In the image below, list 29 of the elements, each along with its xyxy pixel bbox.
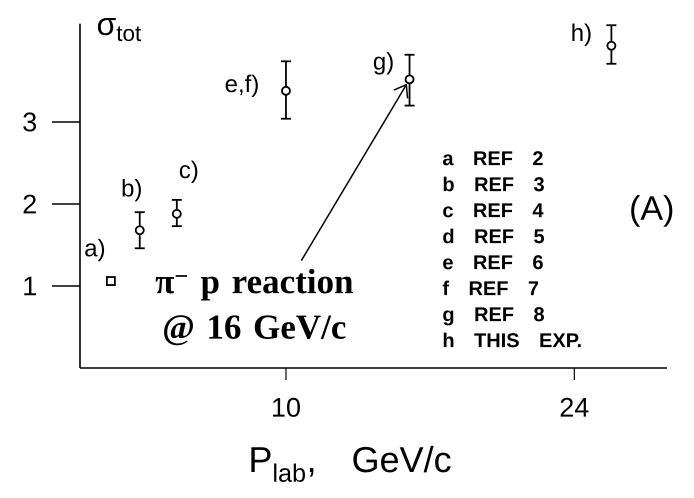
point [404, 74, 414, 84]
point [281, 86, 291, 96]
y-tick-label: 1 [24, 276, 36, 296]
annotation: c REF 4 [443, 203, 544, 218]
annotation: π$^{−}$ p reaction @ 16 GeV/c [156, 268, 353, 346]
point [606, 40, 616, 51]
y-tick-label: 2 [24, 194, 36, 214]
x-tick-label: 10 [273, 398, 300, 417]
annotation: c) [180, 160, 198, 184]
annotation: e REF 6 [443, 255, 543, 270]
point [134, 225, 145, 236]
annotation: d REF 5 [443, 228, 544, 244]
annotation: e,f) [226, 74, 258, 98]
y-axis-title: σ$_{tot}$ [98, 18, 142, 42]
point [172, 208, 182, 219]
point [106, 276, 116, 286]
x-axis-title: P$_{lab}$, GeV/c [251, 446, 451, 482]
y-tick-label: 3 [23, 112, 36, 132]
annotation: f REF 7 [442, 280, 538, 296]
annotation: g REF 8 [443, 307, 544, 326]
annotation: (A) [631, 195, 672, 227]
annotation: g) [374, 52, 393, 75]
annotation: h THIS EXP. [444, 332, 581, 348]
annotation: a) [85, 238, 104, 262]
annotation: h) [572, 24, 591, 46]
x-tick-label: 24 [560, 398, 589, 417]
annotation: a REF 2 [442, 151, 543, 166]
annotation: b REF 3 [444, 176, 544, 192]
annotation: b) [122, 179, 141, 202]
